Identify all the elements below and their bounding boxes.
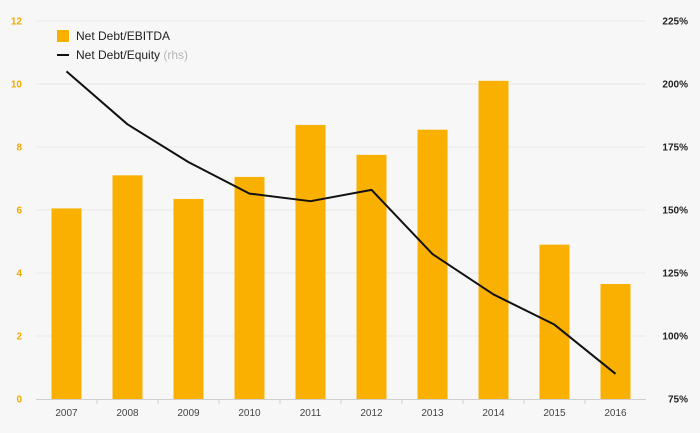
y-left-tick-label: 12	[11, 17, 23, 28]
x-tick-label: 2011	[300, 408, 322, 419]
bar-2009	[173, 198, 204, 399]
y-right-tick-label: 150%	[662, 206, 688, 217]
x-tick-label: 2015	[543, 408, 566, 419]
y-right-tick-label: 100%	[662, 332, 688, 343]
bar-2008	[112, 175, 143, 399]
x-axis-ticks: 2007 2008 2009 2010 2011 2012 2013 2014 2015 2016	[55, 399, 627, 419]
y-left-tick-label: 4	[16, 269, 22, 280]
legend-swatch-bar	[57, 30, 69, 42]
y-right-tick-label: 225%	[662, 17, 688, 28]
y-left-tick-label: 2	[16, 332, 22, 343]
legend-label-bar: Net Debt/EBITDA	[76, 29, 170, 43]
legend-line-suffix: (rhs)	[163, 48, 188, 62]
y-axis-right-ticks: 75% 100% 125% 150% 175% 200% 225%	[662, 17, 688, 406]
y-left-tick-label: 10	[11, 80, 23, 91]
y-left-tick-label: 0	[16, 395, 22, 406]
bar-2013	[417, 129, 448, 400]
x-tick-label: 2007	[55, 408, 78, 419]
y-right-tick-label: 175%	[662, 143, 688, 154]
y-right-tick-label: 200%	[662, 80, 688, 91]
bar-2015	[539, 244, 570, 399]
x-tick-label: 2016	[604, 408, 627, 419]
y-axis-left-ticks: 0 2 4 6 8 10 12	[11, 17, 23, 406]
bar-series	[51, 80, 631, 400]
bar-2012	[356, 154, 387, 399]
x-tick-label: 2013	[421, 408, 444, 419]
x-tick-label: 2009	[177, 408, 200, 419]
y-right-tick-label: 125%	[662, 269, 688, 280]
y-left-tick-label: 6	[16, 206, 22, 217]
y-right-tick-label: 75%	[668, 395, 688, 406]
x-tick-label: 2014	[482, 408, 505, 419]
legend-label-line: Net Debt/Equity (rhs)	[76, 48, 188, 62]
x-tick-label: 2012	[360, 408, 383, 419]
legend-line-name: Net Debt/Equity	[76, 48, 160, 62]
bar-2011	[295, 124, 326, 399]
net-debt-equity-line	[65, 70, 617, 375]
y-left-tick-label: 8	[16, 143, 22, 154]
legend: Net Debt/EBITDA Net Debt/Equity (rhs)	[57, 29, 188, 62]
x-tick-label: 2008	[116, 408, 139, 419]
bar-2010	[234, 176, 265, 399]
bar-2016	[600, 284, 631, 399]
x-tick-label: 2010	[238, 408, 261, 419]
line-series	[65, 70, 617, 375]
bar-2007	[51, 208, 82, 399]
bar-2014	[478, 80, 509, 399]
